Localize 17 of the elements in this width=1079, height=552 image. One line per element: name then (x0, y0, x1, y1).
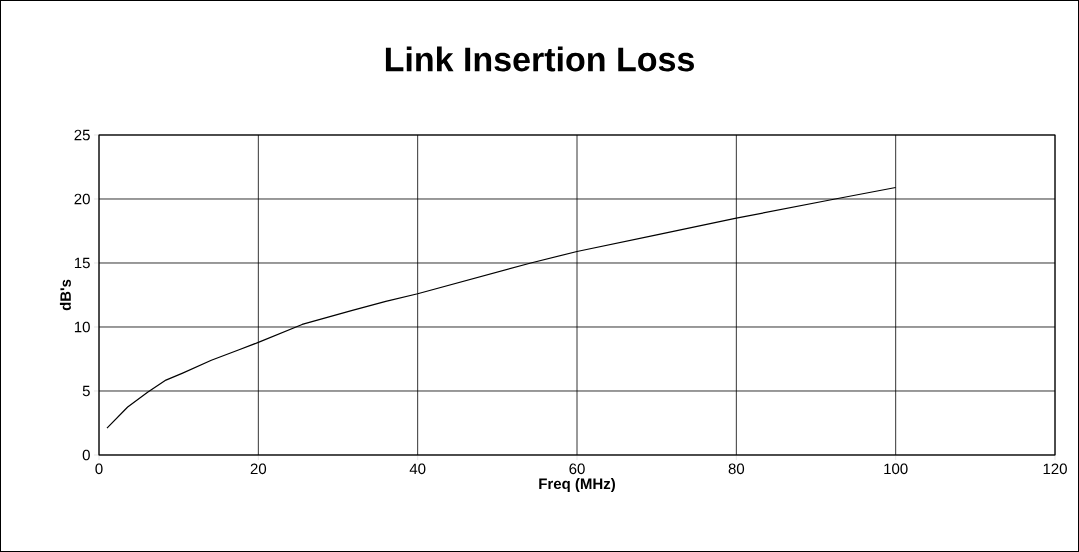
x-axis-title: Freq (MHz) (539, 478, 615, 492)
y-axis-title: dB's (59, 279, 71, 311)
line-series (106, 186, 897, 429)
x-tick-label: 40 (409, 463, 426, 475)
x-tick-label: 60 (569, 463, 585, 475)
y-tick-label: 10 (74, 321, 90, 333)
y-tick-label: 5 (82, 385, 90, 397)
x-tick-label: 80 (728, 463, 745, 475)
y-tick-label: 25 (74, 129, 90, 141)
x-tick-label: 100 (884, 463, 908, 475)
y-tick-label: 15 (74, 257, 90, 269)
x-tick-label: 20 (250, 463, 267, 475)
x-tick-label: 0 (95, 463, 103, 475)
y-tick-label: 0 (82, 449, 90, 461)
y-tick-label: 20 (74, 193, 90, 205)
chart-title: Link Insertion Loss (385, 46, 694, 72)
x-tick-label: 120 (1043, 463, 1067, 475)
